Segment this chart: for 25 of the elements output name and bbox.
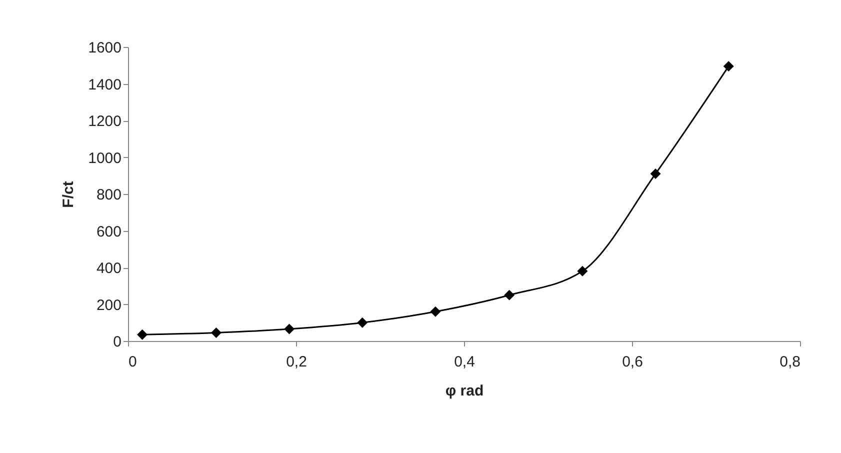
y-axis-title: F/ct [60,181,78,208]
y-tick-label: 1000 [88,150,122,167]
point [723,61,734,72]
x-tick-label: 0 [128,354,137,370]
x-tick-label: 0,6 [622,354,643,370]
point [430,306,441,317]
point [137,329,148,340]
point [504,290,515,300]
point [284,324,295,334]
x-axis-title: φ rad [445,382,484,400]
y-tick-label: 200 [96,296,122,314]
x-tick-label: 0,8 [780,354,800,370]
y-tick-label: 600 [96,223,122,240]
x-tick-label: 0,2 [286,354,307,370]
y-tick-label: 0 [113,334,122,350]
y-tick-label: 800 [96,186,122,204]
point [650,168,661,180]
y-tick-label: 1200 [88,113,122,130]
y-tick-label: 1600 [88,40,122,56]
point [357,317,368,328]
y-tick-label: 400 [96,260,122,277]
point [210,327,222,338]
point [577,266,588,276]
x-tick-label: 0,4 [454,354,475,370]
y-tick-label: 1400 [88,76,122,94]
